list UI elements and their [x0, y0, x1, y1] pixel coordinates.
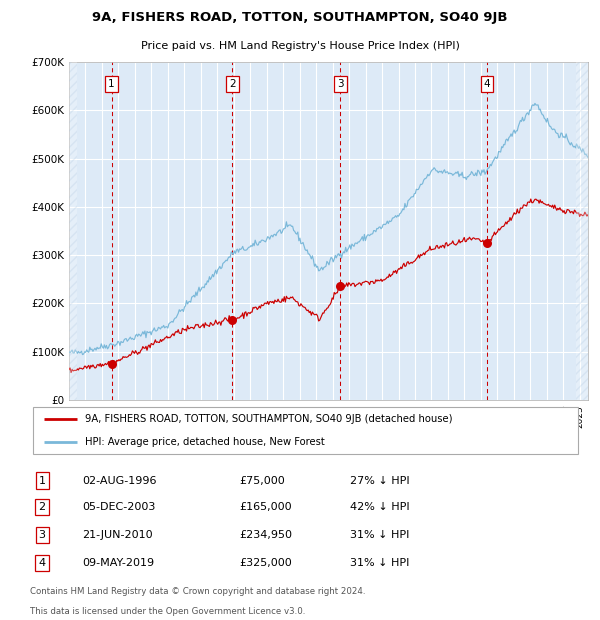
Text: 31% ↓ HPI: 31% ↓ HPI	[350, 530, 410, 540]
Text: 2: 2	[38, 502, 46, 512]
Text: £165,000: £165,000	[240, 502, 292, 512]
Text: Price paid vs. HM Land Registry's House Price Index (HPI): Price paid vs. HM Land Registry's House …	[140, 41, 460, 51]
Text: 09-MAY-2019: 09-MAY-2019	[82, 558, 155, 568]
Text: 3: 3	[337, 79, 344, 89]
Text: Contains HM Land Registry data © Crown copyright and database right 2024.: Contains HM Land Registry data © Crown c…	[30, 587, 365, 596]
Bar	[69, 62, 77, 400]
Text: £234,950: £234,950	[240, 530, 293, 540]
Text: This data is licensed under the Open Government Licence v3.0.: This data is licensed under the Open Gov…	[30, 606, 305, 616]
Text: 05-DEC-2003: 05-DEC-2003	[82, 502, 156, 512]
Text: 4: 4	[484, 79, 490, 89]
Text: 9A, FISHERS ROAD, TOTTON, SOUTHAMPTON, SO40 9JB (detached house): 9A, FISHERS ROAD, TOTTON, SOUTHAMPTON, S…	[85, 414, 453, 424]
Text: 1: 1	[108, 79, 115, 89]
Text: 9A, FISHERS ROAD, TOTTON, SOUTHAMPTON, SO40 9JB: 9A, FISHERS ROAD, TOTTON, SOUTHAMPTON, S…	[92, 12, 508, 24]
Bar	[575, 62, 588, 400]
Text: 4: 4	[38, 558, 46, 568]
Text: 21-JUN-2010: 21-JUN-2010	[82, 530, 153, 540]
Text: 42% ↓ HPI: 42% ↓ HPI	[350, 502, 410, 512]
Text: 2: 2	[229, 79, 236, 89]
Text: 02-AUG-1996: 02-AUG-1996	[82, 476, 157, 485]
Text: HPI: Average price, detached house, New Forest: HPI: Average price, detached house, New …	[85, 438, 325, 448]
Text: 3: 3	[38, 530, 46, 540]
Text: 31% ↓ HPI: 31% ↓ HPI	[350, 558, 410, 568]
Text: £325,000: £325,000	[240, 558, 293, 568]
Text: £75,000: £75,000	[240, 476, 286, 485]
Text: 1: 1	[38, 476, 46, 485]
Text: 27% ↓ HPI: 27% ↓ HPI	[350, 476, 410, 485]
FancyBboxPatch shape	[33, 407, 578, 454]
